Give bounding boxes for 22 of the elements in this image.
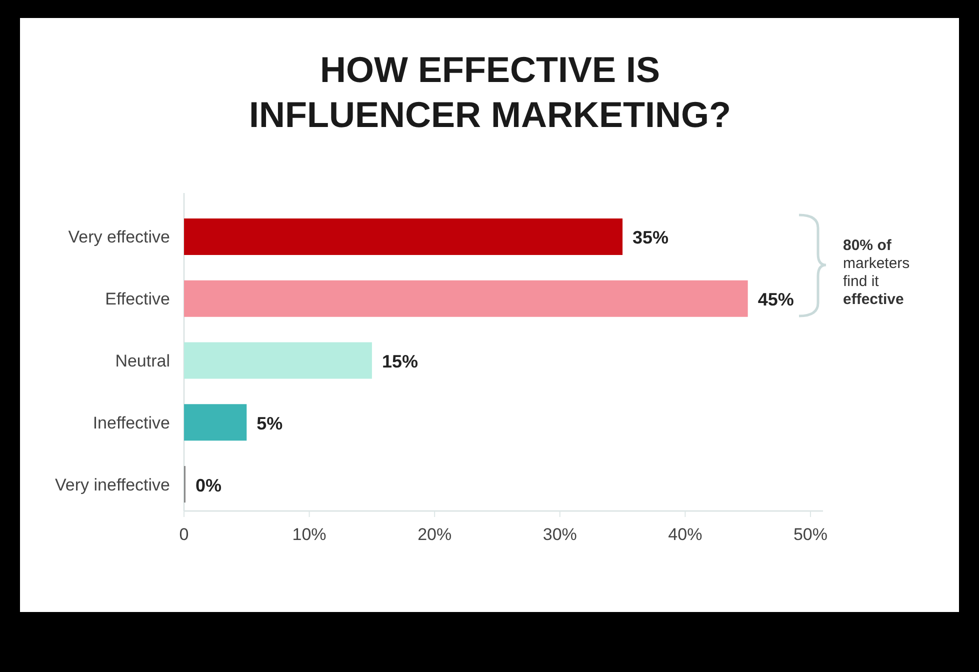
x-tick-label: 10% bbox=[292, 525, 326, 544]
bar bbox=[184, 342, 372, 379]
data-label: 15% bbox=[382, 352, 418, 372]
data-label: 35% bbox=[632, 228, 669, 248]
x-tick-label: 40% bbox=[668, 525, 702, 544]
x-tick-label: 20% bbox=[418, 525, 452, 544]
data-label: 0% bbox=[196, 475, 222, 496]
y-tick-label: Very ineffective bbox=[55, 475, 170, 494]
data-label: 45% bbox=[758, 290, 794, 310]
y-tick-label: Ineffective bbox=[92, 413, 170, 432]
x-tick-label: 30% bbox=[542, 525, 577, 544]
x-tick-label: 0 bbox=[179, 525, 189, 544]
data-label: 5% bbox=[256, 413, 283, 434]
bar bbox=[184, 404, 247, 441]
y-tick-label: Neutral bbox=[115, 352, 170, 370]
y-tick-label: Effective bbox=[105, 290, 170, 309]
bar bbox=[184, 218, 623, 255]
bar bbox=[184, 280, 748, 317]
y-tick-label: Very effective bbox=[68, 228, 170, 247]
x-tick-label: 50% bbox=[793, 525, 828, 544]
chart-title: HOW EFFECTIVE IS INFLUENCER MARKETING? bbox=[249, 49, 731, 135]
text: 80% of marketers find it effective bbox=[843, 237, 910, 308]
